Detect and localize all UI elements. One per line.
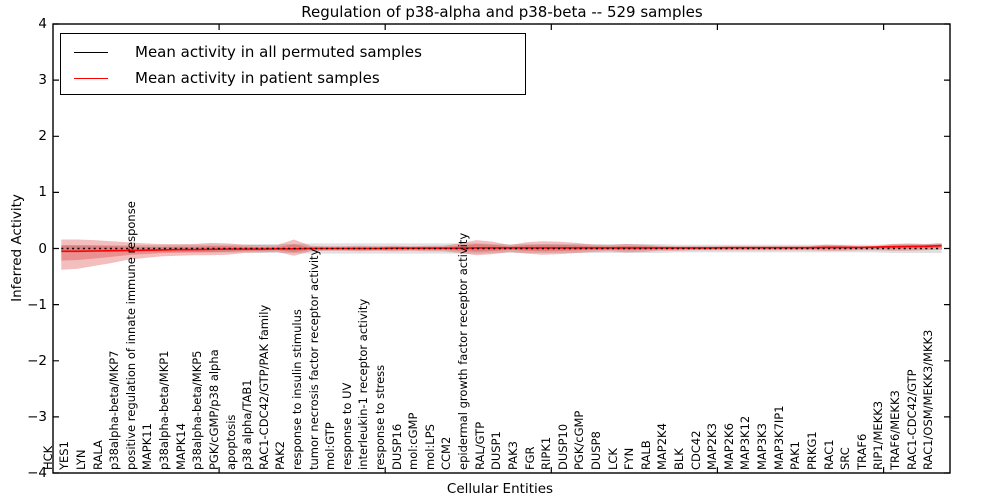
x-tick-label: MAPK14	[173, 423, 188, 470]
x-tick-label: PAK2	[273, 441, 288, 470]
patient-line-sample-icon	[74, 77, 108, 79]
x-tick-label: RAC1-CDC42/GTP/PAK family	[256, 304, 271, 470]
chart-title: Regulation of p38-alpha and p38-beta -- …	[301, 3, 703, 21]
x-tick-label: MAP2K6	[721, 423, 736, 470]
x-tick-label: interleukin-1 receptor activity	[356, 298, 371, 470]
x-tick-label: SRC	[838, 447, 853, 470]
y-tick-label: −2	[27, 352, 47, 369]
y-tick-label: 1	[38, 184, 47, 201]
x-tick-label: p38alpha-beta/MKP1	[157, 350, 172, 470]
x-tick-label: p38alpha-beta/MKP7	[107, 350, 122, 470]
legend-label-permuted: Mean activity in all permuted samples	[135, 43, 422, 61]
x-tick-label: BLK	[672, 448, 687, 470]
y-tick-label: 2	[38, 128, 47, 145]
y-tick-label: −1	[27, 296, 47, 313]
legend-label-patient: Mean activity in patient samples	[135, 69, 380, 87]
x-tick-label: DUSP8	[588, 431, 603, 470]
x-tick-label: mol:GTP	[323, 422, 338, 470]
tick-marks	[53, 23, 950, 474]
x-tick-label: TRAF6/MEKK3	[887, 390, 902, 470]
x-tick-label: positive regulation of innate immune res…	[123, 201, 138, 470]
x-tick-label: MAP2K4	[655, 423, 670, 470]
x-tick-label: tumor necrosis factor receptor activity	[306, 248, 321, 470]
x-tick-label: p38 alpha/TAB1	[240, 379, 255, 470]
x-tick-label: epidermal growth factor receptor activit…	[456, 232, 471, 470]
y-tick-label: −4	[27, 465, 47, 481]
x-tick-label: MAP3K7IP1	[771, 405, 786, 470]
x-tick-label: MAP3K3	[755, 423, 770, 470]
permuted-line-sample-icon	[74, 51, 108, 53]
x-tick-label: PRKG1	[804, 431, 819, 470]
x-tick-label: response to UV	[339, 382, 354, 470]
legend-item-permuted: Mean activity in all permuted samples	[74, 39, 525, 65]
x-tick-label: FYN	[622, 447, 637, 470]
x-tick-label: DUSP16	[389, 423, 404, 470]
x-tick-label: PGK/cGMP	[572, 410, 587, 470]
x-tick-label: RAC1/OSM/MEKK3/MKK3	[921, 329, 936, 470]
legend-item-patient: Mean activity in patient samples	[74, 65, 525, 91]
x-tick-label: RIPK1	[539, 436, 554, 470]
x-tick-label: TRAF6	[854, 433, 869, 470]
x-tick-label: apoptosis	[223, 414, 238, 470]
y-tick-label: 0	[38, 240, 47, 257]
x-tick-label: RIP1/MEKK3	[871, 400, 886, 470]
x-tick-label: mol:LPS	[422, 424, 437, 470]
x-tick-label: MAPK11	[140, 423, 155, 470]
x-tick-label: PAK3	[505, 441, 520, 470]
y-tick-label: −3	[27, 408, 47, 425]
y-tick-label: 4	[38, 16, 47, 32]
x-tick-label: PAK1	[788, 441, 803, 470]
x-tick-label: PGK/cGMP/p38 alpha	[206, 349, 221, 470]
x-tick-label: MAP2K3	[705, 423, 720, 470]
x-tick-label: LCK	[605, 448, 620, 470]
x-tick-label: DUSP10	[555, 423, 570, 470]
x-tick-label: RALA	[90, 440, 105, 470]
x-tick-label: RALB	[638, 440, 653, 470]
legend: Mean activity in all permuted samples Me…	[60, 33, 526, 95]
patient-mean-line	[61, 244, 942, 253]
x-tick-label: mol:cGMP	[406, 412, 421, 470]
x-tick-label: CCM2	[439, 436, 454, 470]
x-tick-label: MAP3K12	[738, 415, 753, 470]
x-tick-label: RAC1	[821, 439, 836, 470]
x-tick-label: response to stress	[373, 364, 388, 470]
x-tick-label: RAL/GTP	[472, 421, 487, 470]
x-tick-label: p38alpha-beta/MKP5	[190, 350, 205, 470]
x-tick-label: response to insulin stimulus	[289, 309, 304, 470]
x-tick-label: YES1	[57, 441, 72, 470]
x-tick-label: CDC42	[688, 430, 703, 470]
x-axis-label: Cellular Entities	[446, 481, 554, 497]
patient-std-band-outer	[61, 239, 942, 270]
x-tick-label: LYN	[74, 449, 89, 470]
y-tick-label: 3	[38, 72, 47, 89]
x-tick-label: RAC1-CDC42/GTP	[904, 369, 919, 470]
x-tick-label: FGR	[522, 446, 537, 470]
x-tick-label: DUSP1	[489, 431, 504, 470]
